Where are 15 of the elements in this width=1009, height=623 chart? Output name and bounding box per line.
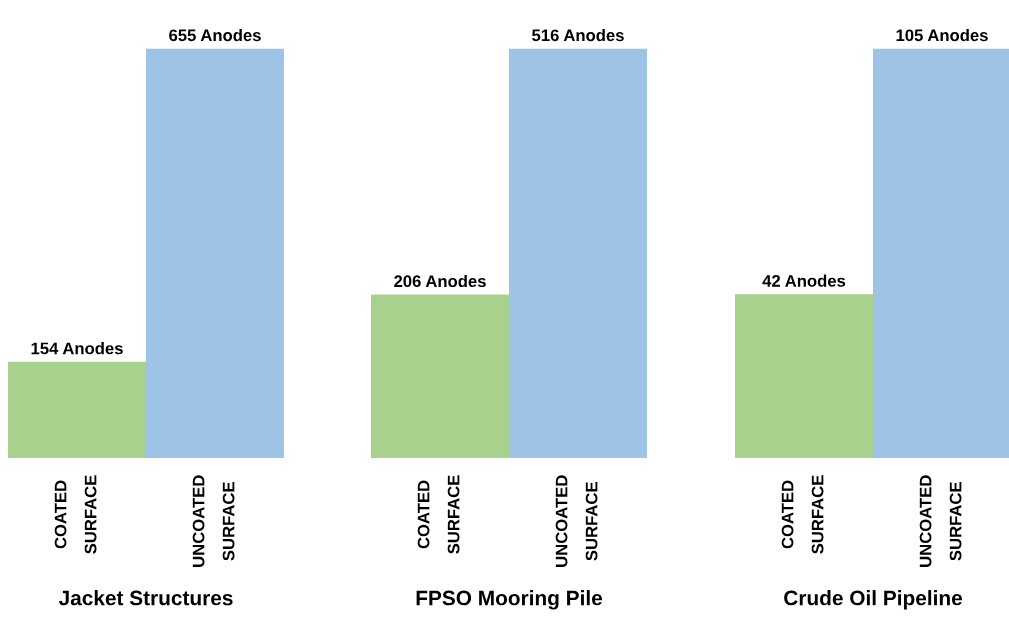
x-tick-label: UNCOATED SURFACE xyxy=(192,475,235,567)
data-label: 206 Anodes xyxy=(394,274,486,288)
text: FPSO Mooring Pile xyxy=(416,590,603,610)
x-tick-label: UNCOATED SURFACE xyxy=(555,475,598,567)
data-label: 105 Anodes xyxy=(896,28,988,42)
data-label: 154 Anodes xyxy=(31,342,123,355)
data-label: 42 Anodes xyxy=(762,274,846,287)
text: Crude Oil Pipeline xyxy=(784,590,963,610)
x-tick-label: UNCOATED SURFACE xyxy=(919,475,962,567)
x-tick-label: COATED SURFACE xyxy=(781,475,824,554)
text: Jacket Structures xyxy=(58,590,233,606)
x-tick-label: COATED SURFACE xyxy=(54,475,97,554)
x-tick-label: COATED SURFACE xyxy=(417,475,460,554)
data-label: 655 Anodes xyxy=(169,28,261,42)
data-label: 516 Anodes xyxy=(532,28,624,42)
